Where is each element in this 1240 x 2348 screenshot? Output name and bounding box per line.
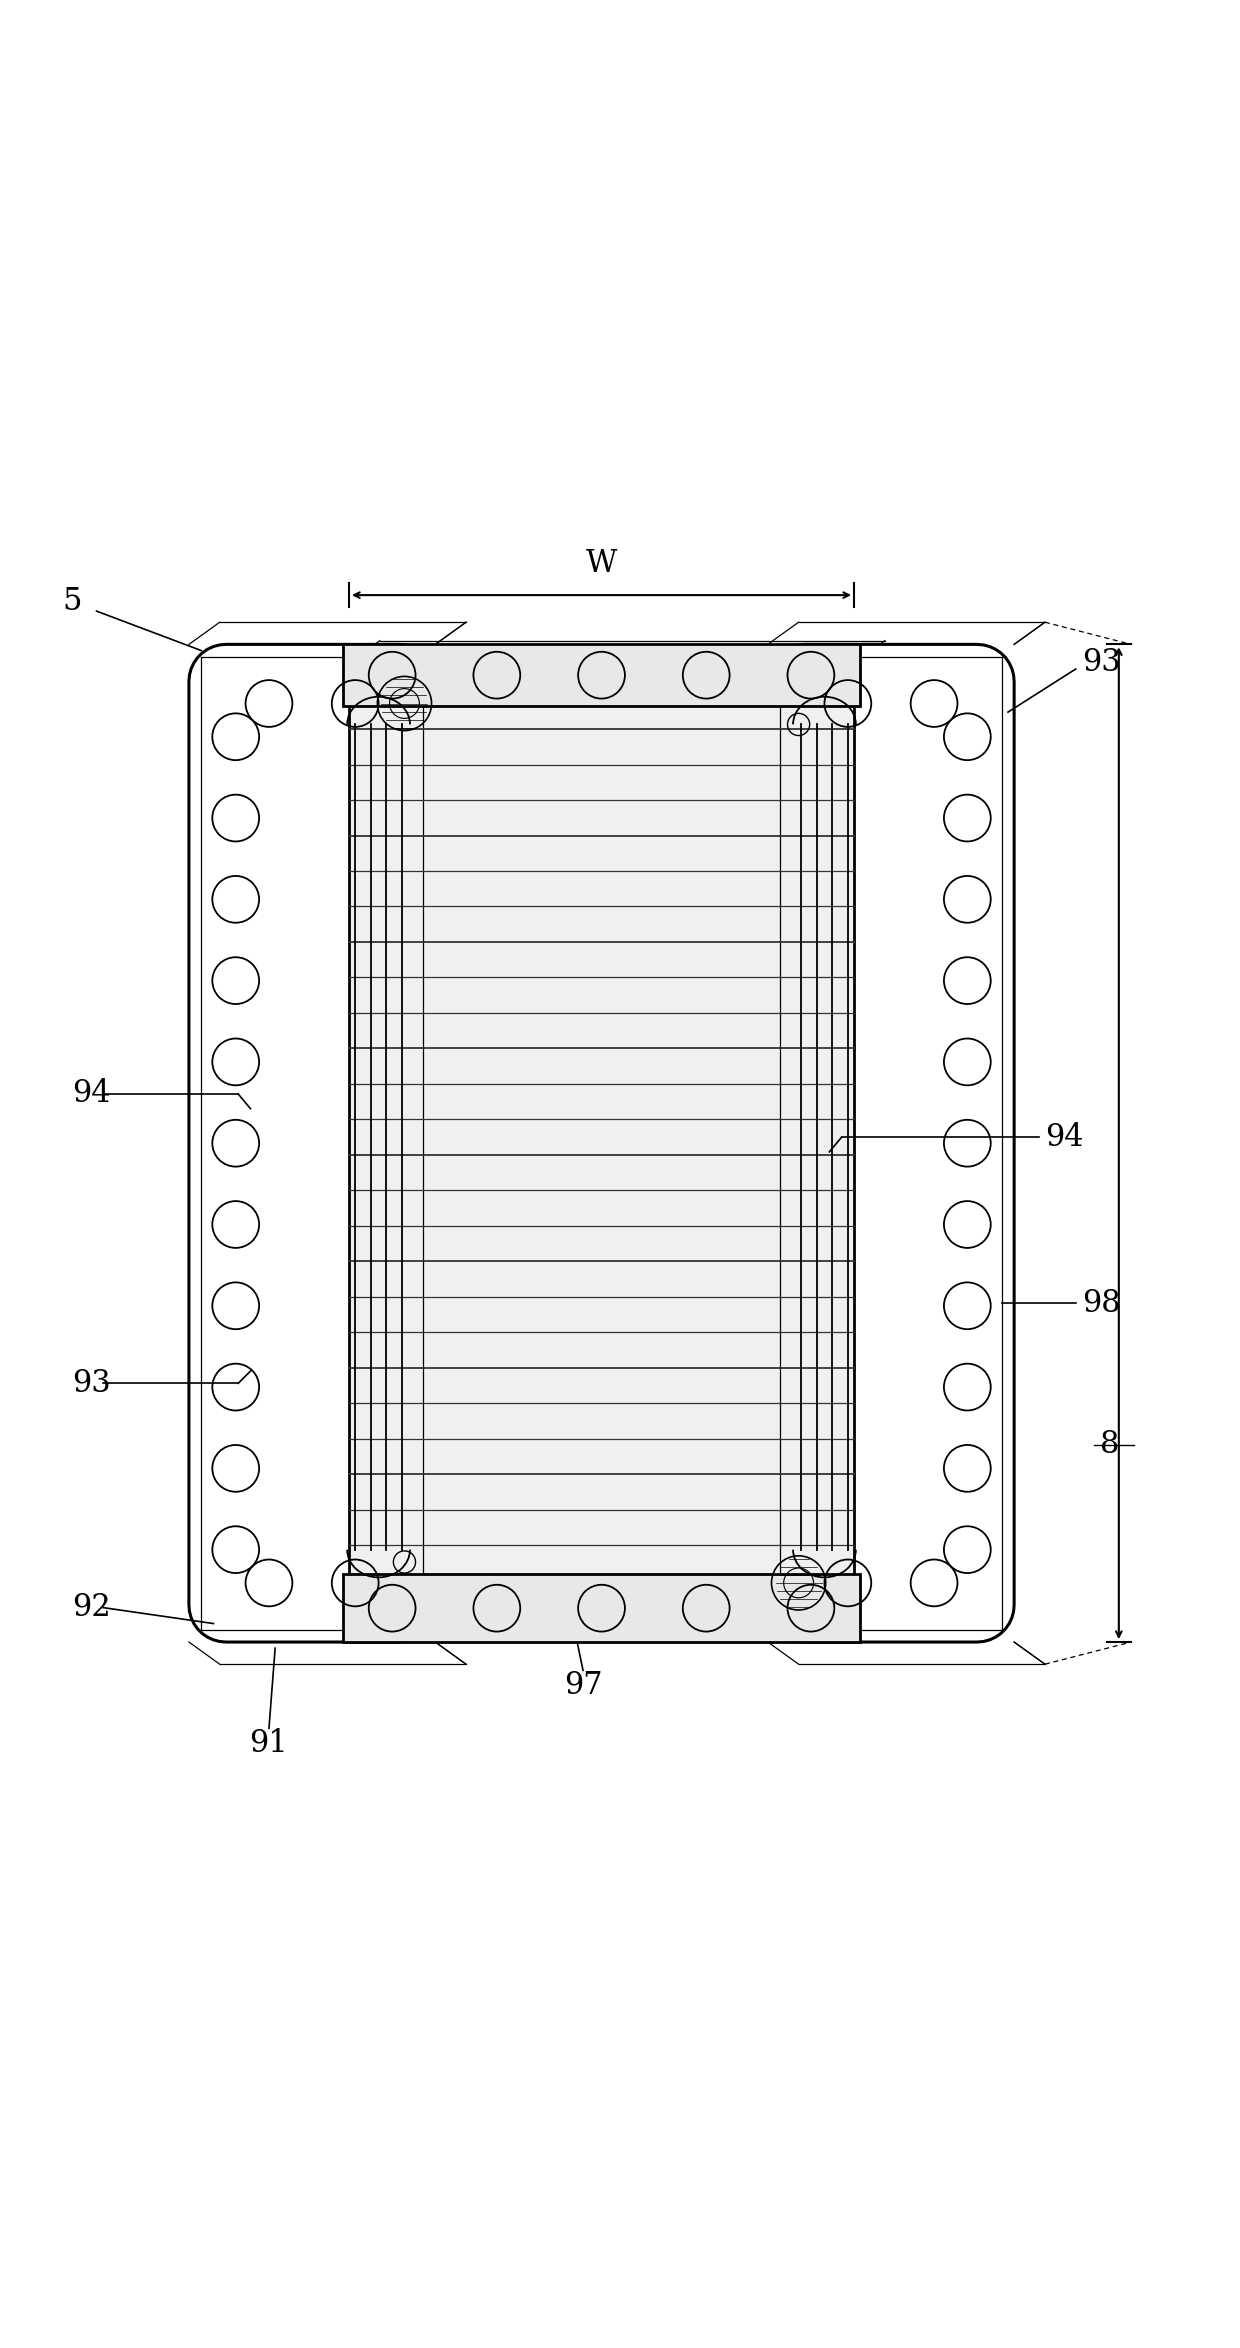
Text: 98: 98 [1081, 1287, 1121, 1320]
Bar [348, 662, 854, 1611]
Text: 5: 5 [62, 585, 82, 618]
Polygon shape [768, 643, 1014, 1641]
Polygon shape [188, 643, 435, 1641]
Text: W: W [585, 547, 618, 580]
Text: 97: 97 [564, 1669, 603, 1700]
Bar [343, 643, 861, 707]
Text: 93: 93 [1081, 648, 1121, 679]
Text: 94: 94 [72, 1078, 110, 1111]
Text: 94: 94 [1045, 1122, 1084, 1153]
Text: 91: 91 [249, 1728, 289, 1759]
Text: 93: 93 [72, 1369, 110, 1399]
Text: 92: 92 [72, 1592, 110, 1622]
Text: 8: 8 [1100, 1430, 1120, 1460]
Bar [343, 1573, 861, 1641]
